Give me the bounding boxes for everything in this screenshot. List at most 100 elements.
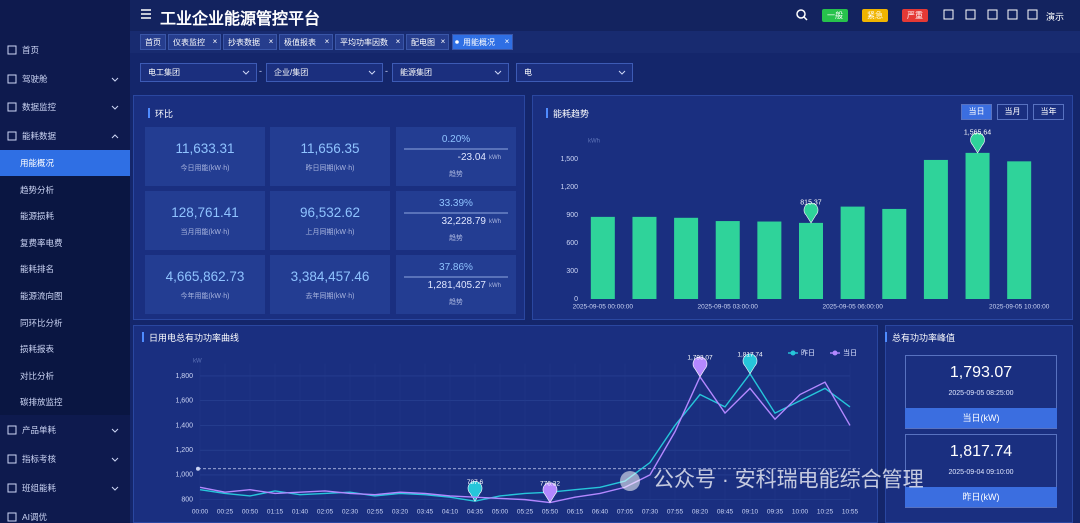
tab[interactable]: 首页 bbox=[140, 34, 166, 50]
peak-button[interactable]: 昨日(kW) bbox=[905, 487, 1057, 507]
range-button[interactable]: 当年 bbox=[1033, 104, 1064, 120]
y-tick-label: 800 bbox=[181, 496, 193, 503]
select[interactable]: 电工集团 bbox=[140, 63, 257, 82]
x-tick-label: 2025-09-05 00:00:00 bbox=[573, 304, 634, 311]
bar bbox=[1007, 161, 1032, 299]
submenu-item[interactable]: 复费率电费 bbox=[20, 237, 63, 248]
y-tick-label: 1,500 bbox=[560, 156, 578, 163]
tab[interactable]: 用能概况 bbox=[452, 34, 513, 50]
select-arrow bbox=[368, 70, 376, 75]
select-arrow bbox=[494, 70, 502, 75]
menu-item[interactable]: 驾驶舱 bbox=[22, 74, 48, 84]
legend-label: 昨日 bbox=[801, 348, 815, 357]
tab-close: × bbox=[269, 37, 274, 46]
ratio-trend: 趋势 bbox=[449, 171, 463, 178]
submenu-item[interactable]: 损耗报表 bbox=[20, 344, 55, 355]
bar bbox=[590, 216, 615, 299]
x-tick-label: 07:05 bbox=[617, 509, 634, 516]
x-tick-label: 07:30 bbox=[642, 509, 659, 516]
menu-arrow bbox=[111, 77, 119, 82]
menu-icon bbox=[7, 425, 17, 435]
ratio-value: 11,633.31 bbox=[175, 141, 235, 156]
x-tick-label: 01:15 bbox=[267, 509, 284, 516]
bar bbox=[757, 221, 782, 299]
y-tick-label: 600 bbox=[566, 240, 578, 247]
tab[interactable]: 平均功率因数 bbox=[335, 34, 404, 50]
tab[interactable]: 仪表监控 bbox=[168, 34, 221, 50]
tab[interactable]: 配电图 bbox=[406, 34, 449, 50]
submenu-item[interactable]: 能源流向图 bbox=[20, 291, 63, 301]
search-icon-handle bbox=[803, 16, 808, 21]
x-tick-label: 04:10 bbox=[442, 509, 459, 516]
submenu-item[interactable]: 趋势分析 bbox=[20, 184, 55, 195]
ratio-card bbox=[270, 191, 390, 250]
menu-arrow bbox=[111, 134, 119, 139]
ratio-label: 上月同期(kW·h) bbox=[305, 229, 355, 236]
panel-title: 能耗趋势 bbox=[553, 109, 590, 119]
tab-close: × bbox=[213, 37, 218, 46]
value-pin bbox=[742, 353, 758, 375]
menu-item[interactable]: 数据监控 bbox=[22, 102, 57, 112]
x-tick-label: 05:00 bbox=[492, 509, 509, 516]
submenu-item[interactable]: 对比分析 bbox=[20, 370, 55, 381]
x-tick-label: 10:25 bbox=[817, 509, 834, 516]
select-arrow bbox=[618, 70, 626, 75]
title-marker bbox=[885, 332, 887, 342]
y-tick-label: 900 bbox=[566, 212, 578, 219]
ratio-diff: 1,281,405.27 bbox=[427, 280, 486, 291]
ratio-label: 当月用能(kW·h) bbox=[180, 229, 230, 236]
legend-label: 当日 bbox=[843, 348, 857, 357]
ratio-trend: 趋势 bbox=[449, 235, 463, 242]
menu-icon bbox=[7, 74, 17, 84]
x-tick-label: 09:10 bbox=[742, 509, 759, 516]
alarm-badge[interactable]: 一般 bbox=[822, 9, 848, 22]
legend-dot bbox=[832, 350, 838, 356]
panel-title: 环比 bbox=[155, 109, 174, 119]
select-arrow bbox=[242, 70, 250, 75]
select[interactable]: 电 bbox=[516, 63, 633, 82]
submenu-item[interactable]: 用能概况 bbox=[0, 150, 130, 176]
menu-icon bbox=[7, 131, 17, 141]
ratio-rate: 37.86% bbox=[439, 262, 473, 273]
alarm-badge[interactable]: 紧急 bbox=[862, 9, 888, 22]
x-tick-label: 10:00 bbox=[792, 509, 809, 516]
bar bbox=[674, 217, 699, 299]
ratio-unit: kWh bbox=[489, 219, 501, 225]
menu-item[interactable]: 能耗数据 bbox=[22, 131, 57, 141]
x-tick-label: 00:25 bbox=[217, 509, 234, 516]
menu-item[interactable]: 首页 bbox=[22, 45, 40, 55]
user-name[interactable]: 演示 bbox=[1046, 12, 1065, 22]
value-label: 1,565.64 bbox=[964, 130, 991, 137]
reference-dot bbox=[196, 466, 200, 471]
submenu-item[interactable]: 能耗排名 bbox=[20, 264, 55, 275]
range-button[interactable]: 当日 bbox=[961, 104, 992, 120]
submenu-item[interactable]: 同环比分析 bbox=[20, 317, 63, 328]
menu-arrow bbox=[111, 105, 119, 110]
menu-item[interactable]: AI调优 bbox=[22, 512, 48, 522]
menu-item[interactable]: 班组能耗 bbox=[22, 483, 57, 493]
tab[interactable]: 极值报表 bbox=[279, 34, 333, 50]
x-tick-label: 07:55 bbox=[667, 509, 684, 516]
y-tick-label: 1,200 bbox=[175, 447, 193, 454]
value-pin bbox=[542, 482, 558, 504]
separator: - bbox=[259, 66, 262, 76]
bar bbox=[632, 216, 657, 299]
tab[interactable]: 抄表数据 bbox=[223, 34, 277, 50]
menu-item[interactable]: 产品单耗 bbox=[22, 425, 57, 435]
x-tick-label: 04:35 bbox=[467, 509, 484, 516]
submenu-item[interactable]: 碳排放监控 bbox=[20, 397, 63, 408]
peak-button[interactable]: 当日(kW) bbox=[905, 408, 1057, 428]
alarm-badge[interactable]: 严重 bbox=[902, 9, 928, 22]
ratio-card bbox=[145, 255, 265, 314]
value-label: 787.6 bbox=[467, 479, 484, 486]
x-tick-label: 02:05 bbox=[317, 509, 334, 516]
submenu-item[interactable]: 能源损耗 bbox=[20, 211, 55, 222]
ratio-card bbox=[145, 127, 265, 186]
y-tick-label: 1,200 bbox=[560, 184, 578, 191]
range-button[interactable]: 当月 bbox=[997, 104, 1028, 120]
tab-close: × bbox=[325, 37, 330, 46]
menu-item[interactable]: 指标考核 bbox=[22, 454, 57, 464]
select[interactable]: 能源集团 bbox=[392, 63, 509, 82]
select[interactable]: 企业/集团 bbox=[266, 63, 383, 82]
